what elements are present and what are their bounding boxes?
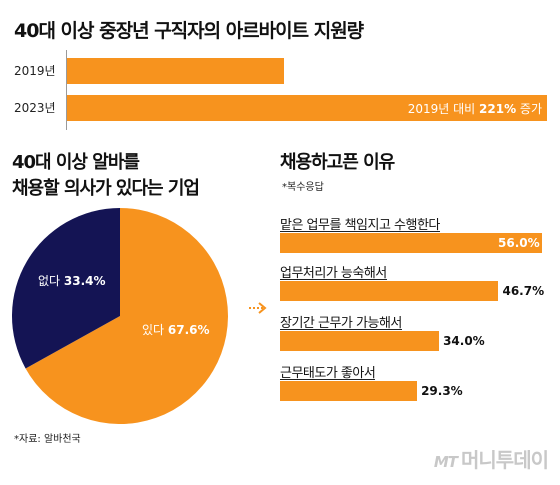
reason-underline-1 — [280, 231, 440, 232]
logo-mt: MT — [433, 453, 458, 471]
money-today-logo: MT 머니투데이 — [433, 444, 549, 473]
bar-2023 — [67, 95, 547, 121]
year-label-2019: 2019년 — [14, 64, 56, 78]
pie-label-yes-value: 67.6% — [167, 323, 210, 337]
pie-label-no-text: 없다 — [38, 274, 61, 288]
reason-value-3: 34.0% — [443, 334, 485, 348]
arrow-right-icon — [249, 302, 267, 314]
reason-bar-2 — [280, 281, 499, 301]
pie-title-line1: 40대 이상 알바를 — [12, 152, 140, 173]
annotation-suffix: 증가 — [516, 102, 542, 116]
main-title: 40대 이상 중장년 구직자의 아르바이트 지원량 — [14, 20, 364, 42]
pie-slice-yes — [25, 208, 229, 424]
reason-bar-3 — [280, 331, 440, 351]
pie-label-yes: 있다 67.6% — [142, 321, 210, 338]
reason-underline-3 — [280, 329, 402, 330]
pie-label-yes-text: 있다 — [142, 323, 165, 337]
annotation-prefix: 2019년 대비 — [407, 102, 480, 116]
reason-label-2: 업무처리가 능숙해서 — [280, 266, 387, 281]
reasons-title: 채용하고픈 이유 — [280, 152, 395, 173]
pie-chart — [11, 208, 229, 424]
pie-label-no: 없다 33.4% — [38, 272, 106, 289]
reason-label-1: 맡은 업무를 책임지고 수행한다 — [280, 218, 440, 233]
reason-bar-4 — [280, 381, 418, 401]
increase-annotation: 2019년 대비 221% 증가 — [408, 100, 542, 117]
reason-value-4: 29.3% — [421, 384, 463, 398]
reason-label-3: 장기간 근무가 가능해서 — [280, 316, 402, 331]
pie-title-line2: 채용할 의사가 있다는 기업 — [12, 178, 200, 199]
bar-2019 — [67, 58, 285, 84]
year-axis-line — [66, 50, 67, 130]
year-label-2023: 2023년 — [14, 101, 56, 115]
reason-bar-1 — [280, 233, 542, 253]
pie-title: 40대 이상 알바를 채용할 의사가 있다는 기업 — [12, 150, 200, 202]
reasons-subtitle: *복수응답 — [282, 182, 324, 193]
reason-value-1: 56.0% — [498, 236, 540, 250]
logo-name: 머니투데이 — [461, 448, 549, 472]
annotation-value: 221% — [479, 102, 517, 116]
pie-slice-no — [11, 208, 120, 369]
reason-underline-2 — [280, 279, 387, 280]
reason-underline-4 — [280, 379, 375, 380]
reason-label-4: 근무태도가 좋아서 — [280, 366, 376, 381]
source-note: *자료: 알바천국 — [14, 434, 81, 445]
reason-value-2: 46.7% — [502, 284, 545, 298]
pie-label-no-value: 33.4% — [63, 274, 106, 288]
